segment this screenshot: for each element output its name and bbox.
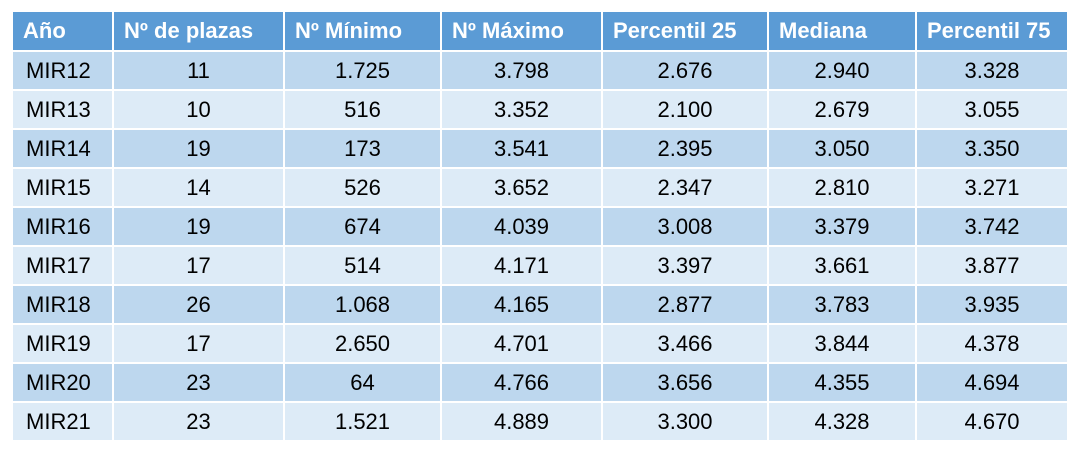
cell-maximum: 3.652 — [441, 167, 603, 207]
table-row: MIR14 19 173 3.541 2.395 3.050 3.350 — [13, 128, 1067, 168]
cell-percentile-25: 3.466 — [602, 323, 769, 363]
cell-median: 2.940 — [768, 50, 917, 90]
cell-minimum: 64 — [284, 362, 442, 402]
data-table-container: Año Nº de plazas Nº Mínimo Nº Máximo Per… — [13, 12, 1067, 440]
cell-minimum: 1.521 — [284, 401, 442, 440]
cell-year: MIR12 — [13, 50, 114, 90]
cell-maximum: 3.352 — [441, 89, 603, 129]
cell-minimum: 514 — [284, 245, 442, 285]
cell-median: 4.355 — [768, 362, 917, 402]
table-row: MIR17 17 514 4.171 3.397 3.661 3.877 — [13, 245, 1067, 285]
cell-num-places: 23 — [113, 362, 285, 402]
cell-median: 3.844 — [768, 323, 917, 363]
cell-year: MIR20 — [13, 362, 114, 402]
cell-percentile-25: 2.347 — [602, 167, 769, 207]
table-row: MIR16 19 674 4.039 3.008 3.379 3.742 — [13, 206, 1067, 246]
cell-percentile-25: 2.100 — [602, 89, 769, 129]
cell-percentile-75: 4.694 — [916, 362, 1067, 402]
cell-median: 3.661 — [768, 245, 917, 285]
cell-percentile-75: 4.378 — [916, 323, 1067, 363]
cell-percentile-25: 3.656 — [602, 362, 769, 402]
cell-median: 3.783 — [768, 284, 917, 324]
cell-maximum: 3.798 — [441, 50, 603, 90]
table-header-row: Año Nº de plazas Nº Mínimo Nº Máximo Per… — [13, 12, 1067, 51]
cell-num-places: 11 — [113, 50, 285, 90]
header-percentile-25: Percentil 25 — [602, 12, 769, 51]
cell-median: 4.328 — [768, 401, 917, 440]
cell-year: MIR17 — [13, 245, 114, 285]
cell-percentile-25: 3.008 — [602, 206, 769, 246]
table-row: MIR20 23 64 4.766 3.656 4.355 4.694 — [13, 362, 1067, 402]
table-row: MIR15 14 526 3.652 2.347 2.810 3.271 — [13, 167, 1067, 207]
cell-year: MIR18 — [13, 284, 114, 324]
cell-percentile-75: 3.328 — [916, 50, 1067, 90]
table-row: MIR19 17 2.650 4.701 3.466 3.844 4.378 — [13, 323, 1067, 363]
cell-year: MIR21 — [13, 401, 114, 440]
cell-percentile-25: 2.395 — [602, 128, 769, 168]
cell-year: MIR16 — [13, 206, 114, 246]
cell-median: 2.679 — [768, 89, 917, 129]
cell-year: MIR13 — [13, 89, 114, 129]
cell-num-places: 23 — [113, 401, 285, 440]
cell-num-places: 26 — [113, 284, 285, 324]
cell-maximum: 4.889 — [441, 401, 603, 440]
cell-year: MIR19 — [13, 323, 114, 363]
cell-percentile-75: 3.742 — [916, 206, 1067, 246]
cell-percentile-75: 3.271 — [916, 167, 1067, 207]
cell-num-places: 14 — [113, 167, 285, 207]
cell-median: 3.050 — [768, 128, 917, 168]
cell-num-places: 19 — [113, 206, 285, 246]
cell-minimum: 173 — [284, 128, 442, 168]
cell-num-places: 17 — [113, 245, 285, 285]
cell-percentile-25: 2.877 — [602, 284, 769, 324]
cell-percentile-75: 3.350 — [916, 128, 1067, 168]
cell-percentile-75: 3.877 — [916, 245, 1067, 285]
cell-minimum: 516 — [284, 89, 442, 129]
cell-percentile-75: 3.055 — [916, 89, 1067, 129]
header-maximum: Nº Máximo — [441, 12, 603, 51]
cell-minimum: 526 — [284, 167, 442, 207]
cell-maximum: 3.541 — [441, 128, 603, 168]
cell-num-places: 19 — [113, 128, 285, 168]
cell-num-places: 17 — [113, 323, 285, 363]
cell-maximum: 4.165 — [441, 284, 603, 324]
cell-percentile-25: 3.397 — [602, 245, 769, 285]
table-row: MIR21 23 1.521 4.889 3.300 4.328 4.670 — [13, 401, 1067, 440]
header-percentile-75: Percentil 75 — [916, 12, 1067, 51]
header-num-places: Nº de plazas — [113, 12, 285, 51]
cell-minimum: 1.725 — [284, 50, 442, 90]
table-row: MIR18 26 1.068 4.165 2.877 3.783 3.935 — [13, 284, 1067, 324]
header-year: Año — [13, 12, 114, 51]
cell-maximum: 4.171 — [441, 245, 603, 285]
cell-maximum: 4.766 — [441, 362, 603, 402]
cell-minimum: 2.650 — [284, 323, 442, 363]
cell-median: 2.810 — [768, 167, 917, 207]
cell-num-places: 10 — [113, 89, 285, 129]
header-median: Mediana — [768, 12, 917, 51]
cell-year: MIR15 — [13, 167, 114, 207]
cell-median: 3.379 — [768, 206, 917, 246]
cell-minimum: 1.068 — [284, 284, 442, 324]
cell-percentile-75: 4.670 — [916, 401, 1067, 440]
header-minimum: Nº Mínimo — [284, 12, 442, 51]
cell-percentile-75: 3.935 — [916, 284, 1067, 324]
cell-percentile-25: 3.300 — [602, 401, 769, 440]
cell-minimum: 674 — [284, 206, 442, 246]
cell-percentile-25: 2.676 — [602, 50, 769, 90]
cell-maximum: 4.039 — [441, 206, 603, 246]
table-row: MIR13 10 516 3.352 2.100 2.679 3.055 — [13, 89, 1067, 129]
cell-year: MIR14 — [13, 128, 114, 168]
mir-statistics-table: Año Nº de plazas Nº Mínimo Nº Máximo Per… — [13, 12, 1067, 440]
cell-maximum: 4.701 — [441, 323, 603, 363]
table-row: MIR12 11 1.725 3.798 2.676 2.940 3.328 — [13, 50, 1067, 90]
